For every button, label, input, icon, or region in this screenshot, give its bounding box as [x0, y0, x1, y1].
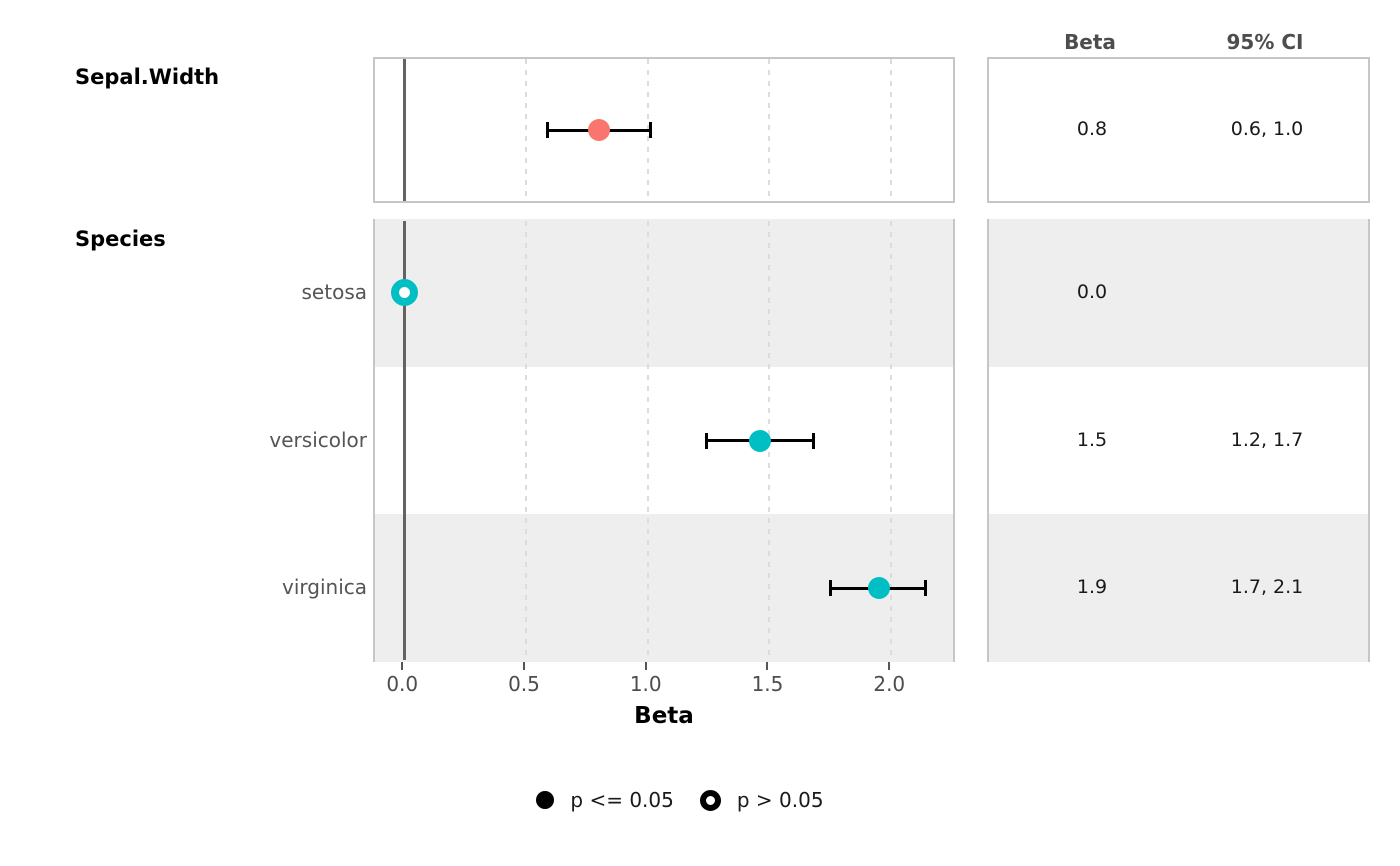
point-virginica [868, 577, 891, 600]
table-header-beta: Beta [1064, 30, 1116, 54]
x-tick-mark-1.5 [766, 662, 769, 670]
x-tick-label-1.0: 1.0 [629, 672, 662, 696]
table-cell-beta: 0.0 [1076, 280, 1108, 303]
errorbar-cap-left [546, 122, 550, 138]
x-tick-mark-2.0 [888, 662, 891, 670]
table-panel-species: 0.0 1.5 1.2, 1.7 1.9 1.7, 2.1 [987, 219, 1370, 662]
plot-panel-species [373, 219, 955, 662]
open-circle-icon [699, 789, 721, 811]
x-tick-label-0.0: 0.0 [386, 672, 419, 696]
table-cell-ci: 0.6, 1.0 [1230, 118, 1304, 140]
group-label-species: Species [75, 227, 166, 251]
zero-reference-line [402, 59, 406, 201]
x-tick-label-0.5: 0.5 [508, 672, 540, 696]
point-setosa [390, 279, 418, 307]
x-tick-label-1.5: 1.5 [751, 672, 784, 696]
x-tick-label-2.0: 2.0 [873, 672, 906, 696]
x-tick-mark-0.5 [522, 662, 525, 670]
gridline-2 [890, 221, 893, 660]
row-stripe [989, 514, 1368, 662]
table-cell-ci: 1.7, 2.1 [1230, 576, 1304, 599]
filled-circle-icon [536, 791, 555, 809]
table-panel-sepal-width: 0.8 0.6, 1.0 [987, 57, 1370, 203]
point-Sepal.Width [588, 119, 611, 141]
errorbar-cap-right [811, 432, 815, 449]
group-label-sepal-width: Sepal.Width [75, 65, 220, 89]
legend-item: p <= 0.05 [536, 788, 674, 812]
gridline-0.5 [524, 221, 527, 660]
x-axis-title: Beta [634, 703, 694, 729]
legend-label: p <= 0.05 [570, 788, 674, 812]
legend: p <= 0.05 p > 0.05 [373, 782, 987, 818]
gridline-2 [890, 59, 893, 201]
point-versicolor [748, 429, 771, 452]
errorbar-cap-left [704, 432, 708, 449]
row-stripe [989, 219, 1368, 367]
x-tick-mark-1.0 [644, 662, 647, 670]
errorbar-cap-left [828, 580, 832, 597]
errorbar-cap-right [923, 580, 927, 597]
plot-panel-sepal-width [373, 57, 955, 203]
table-header-ci: 95% CI [1226, 30, 1304, 54]
table-cell-beta: 0.8 [1076, 118, 1108, 140]
table-cell-beta: 1.5 [1076, 428, 1108, 451]
errorbar-cap-right [648, 122, 652, 138]
row-stripe [375, 219, 953, 367]
zero-reference-line [402, 221, 406, 660]
gridline-0.5 [524, 59, 527, 201]
gridline-1 [646, 221, 649, 660]
legend-item: p > 0.05 [699, 788, 824, 812]
legend-label: p > 0.05 [736, 788, 824, 812]
level-label-versicolor: versicolor [269, 427, 367, 452]
gridline-1.5 [768, 59, 771, 201]
x-tick-mark-0.0 [401, 662, 404, 670]
table-cell-ci: 1.2, 1.7 [1230, 428, 1304, 451]
level-label-virginica: virginica [282, 575, 367, 600]
level-label-setosa: setosa [301, 279, 367, 304]
table-cell-beta: 1.9 [1076, 576, 1108, 599]
